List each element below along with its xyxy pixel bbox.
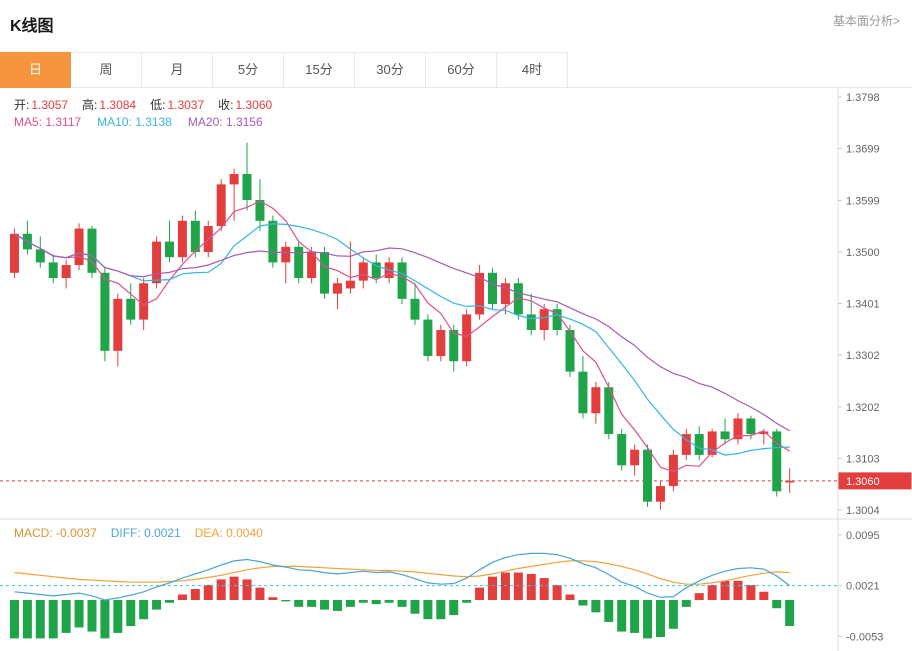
timeframe-tabs: 日周月 5分 15分 30分 60分 4时 bbox=[0, 52, 912, 88]
svg-text:-0.0053: -0.0053 bbox=[846, 631, 883, 643]
tab-15min[interactable]: 15分 bbox=[284, 52, 355, 88]
candles bbox=[9, 142, 795, 510]
chart-frame bbox=[0, 88, 912, 651]
ma10-line bbox=[14, 223, 790, 456]
current-price-tag: 1.3060 bbox=[838, 472, 912, 490]
svg-text:1.3103: 1.3103 bbox=[846, 454, 880, 466]
tab-30min[interactable]: 30分 bbox=[355, 52, 426, 88]
svg-text:1.3302: 1.3302 bbox=[846, 350, 880, 362]
kline-chart-canvas[interactable]: 1.3798 1.3699 1.3599 1.3500 1.3401 1.3302 1.32… bbox=[0, 88, 912, 651]
fundamental-analysis-link[interactable]: 基本面分析> bbox=[832, 14, 900, 28]
page-title: K线图 bbox=[10, 18, 54, 35]
svg-text:1.3798: 1.3798 bbox=[846, 92, 880, 104]
tab-week[interactable]: 周 bbox=[71, 52, 142, 88]
svg-text:0.0021: 0.0021 bbox=[846, 581, 880, 593]
macd-axis: 0.0095 0.0021 -0.0053 bbox=[838, 530, 883, 643]
dea-line bbox=[14, 560, 790, 585]
price-axis: 1.3798 1.3699 1.3599 1.3500 1.3401 1.3302 1.32… bbox=[838, 92, 880, 517]
svg-text:1.3599: 1.3599 bbox=[846, 196, 880, 208]
tab-5min[interactable]: 5分 bbox=[213, 52, 284, 88]
svg-text:1.3699: 1.3699 bbox=[846, 143, 880, 155]
tab-4hour[interactable]: 4时 bbox=[497, 52, 568, 88]
page-header: K线图 基本面分析> bbox=[0, 0, 912, 52]
chart-area: 1.3798 1.3699 1.3599 1.3500 1.3401 1.3302 1.32… bbox=[0, 88, 912, 651]
diff-line bbox=[14, 552, 791, 601]
tab-60min[interactable]: 60分 bbox=[426, 52, 497, 88]
svg-text:1.3060: 1.3060 bbox=[846, 476, 880, 488]
macd-histogram bbox=[9, 572, 795, 639]
svg-text:1.3004: 1.3004 bbox=[846, 505, 880, 517]
svg-text:1.3401: 1.3401 bbox=[846, 299, 880, 311]
tab-day[interactable]: 日 bbox=[0, 52, 71, 88]
svg-text:1.3202: 1.3202 bbox=[846, 402, 880, 414]
ma5-line bbox=[14, 200, 791, 473]
ma20-line bbox=[14, 233, 790, 432]
svg-text:0.0095: 0.0095 bbox=[846, 530, 880, 542]
svg-text:1.3500: 1.3500 bbox=[846, 247, 880, 259]
tab-month[interactable]: 月 bbox=[142, 52, 213, 88]
